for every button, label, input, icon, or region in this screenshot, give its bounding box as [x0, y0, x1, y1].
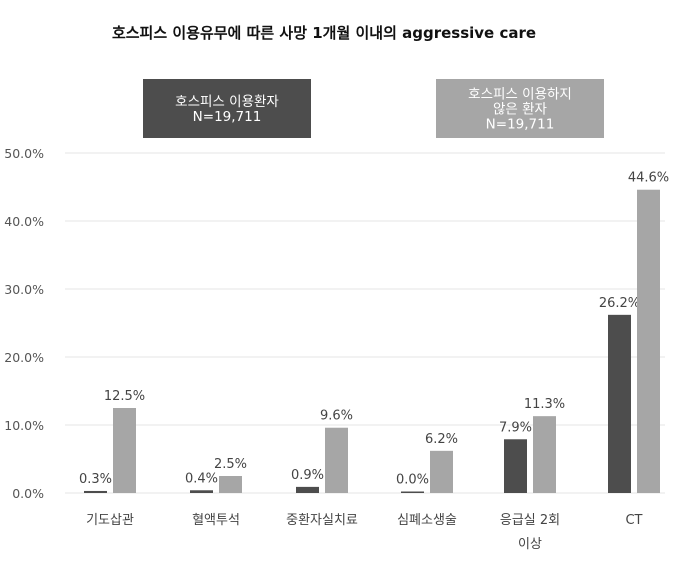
data-label-series1-cat6: 26.2% [599, 296, 640, 311]
y-tick-label: 10.0% [4, 418, 44, 433]
data-label-series1-cat2: 0.4% [185, 471, 218, 486]
bars: 0.3% 0.4% 0.9% 0.0% 7.9% 26.2% 12.5% 2.5% 9.6% 6.… [79, 171, 669, 493]
y-axis: 0.0% 10.0% 20.0% 30.0% 40.0% 50.0% [4, 146, 44, 501]
x-category-label: 심폐소생술 [397, 513, 457, 528]
bar-series1-cat1 [84, 490, 107, 493]
legend-label: 호스피스 이용환자 [175, 94, 279, 110]
x-category-label: 혈액투석 [192, 513, 240, 528]
x-category-label: 이상 [518, 537, 542, 552]
y-tick-label: 30.0% [4, 282, 44, 297]
x-category-label: 기도삽관 [86, 513, 134, 528]
chart-title: 호스피스 이용유무에 따른 사망 1개월 이내의 aggressive care [112, 24, 536, 42]
data-label-series1-cat5: 7.9% [499, 420, 532, 435]
bar-series2-cat4 [430, 450, 453, 493]
bar-series1-cat6 [608, 314, 631, 493]
x-category-label: CT [625, 513, 642, 528]
legend-label: N=19,711 [486, 117, 555, 133]
data-label-series1-cat1: 0.3% [79, 472, 112, 487]
bar-series2-cat2 [219, 476, 242, 493]
data-label-series2-cat2: 2.5% [214, 457, 247, 472]
bar-series2-cat3 [325, 427, 348, 493]
data-label-series1-cat3: 0.9% [291, 468, 324, 483]
bar-series2-cat6 [637, 189, 660, 493]
bar-series2-cat5 [533, 416, 556, 493]
bar-series2-cat1 [113, 408, 136, 493]
data-label-series2-cat5: 11.3% [524, 397, 565, 412]
data-label-series2-cat6: 44.6% [628, 171, 669, 186]
bar-series1-cat4 [401, 491, 424, 493]
legend-label: N=19,711 [193, 109, 262, 125]
bar-series1-cat5 [504, 439, 527, 493]
data-label-series2-cat4: 6.2% [425, 432, 458, 447]
legend-box [143, 79, 311, 138]
y-tick-label: 40.0% [4, 214, 44, 229]
legend-label: 않은 환자 [493, 102, 548, 118]
x-category-label: 중환자실치료 [286, 513, 358, 528]
gridlines [65, 152, 665, 494]
y-tick-label: 50.0% [4, 146, 44, 161]
bar-series1-cat3 [296, 486, 319, 493]
x-category-label: 응급실 2회 [500, 513, 560, 528]
data-label-series2-cat3: 9.6% [320, 409, 353, 424]
bar-series1-cat2 [190, 490, 213, 493]
y-tick-label: 0.0% [12, 486, 44, 501]
data-label-series2-cat1: 12.5% [104, 389, 145, 404]
data-label-series1-cat4: 0.0% [396, 473, 429, 488]
legend-label: 호스피스 이용하지 [468, 87, 572, 103]
legend-box [436, 79, 604, 138]
y-tick-label: 20.0% [4, 350, 44, 365]
